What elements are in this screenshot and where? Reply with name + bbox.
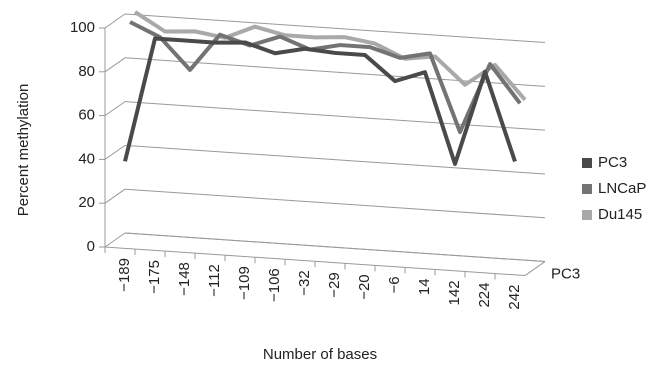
- x-tick-label: −189: [116, 258, 133, 292]
- grid-line: [104, 13, 126, 29]
- x-tick-label: −175: [146, 260, 163, 294]
- x-tick-label: −112: [206, 264, 223, 297]
- y-tick-label: 60: [78, 107, 95, 124]
- legend-swatch: [582, 210, 592, 220]
- legend-label: Du145: [598, 206, 642, 223]
- grid-line: [124, 13, 546, 44]
- x-tick-label: −148: [176, 262, 193, 296]
- depth-label: PC3: [551, 266, 580, 283]
- legend-swatch: [582, 158, 592, 168]
- grid-line: [124, 144, 546, 175]
- grid-line: [104, 232, 126, 248]
- grid-line: [124, 188, 546, 219]
- grid-line: [104, 188, 126, 204]
- floor-edge: [124, 232, 546, 263]
- x-tick-label: 242: [506, 285, 523, 310]
- y-tick-label: 40: [78, 150, 95, 167]
- series-line: [123, 36, 517, 167]
- legend-label: LNCaP: [598, 180, 646, 197]
- grid-line: [104, 57, 126, 73]
- y-tick-label: 0: [87, 238, 95, 255]
- x-tick-label: −109: [236, 266, 253, 300]
- floor-edge: [524, 261, 546, 276]
- grid-line: [104, 144, 126, 160]
- y-axis-title: Percent methylation: [15, 84, 32, 217]
- legend-label: PC3: [598, 154, 627, 171]
- y-tick-label: 80: [78, 63, 95, 80]
- x-tick-label: 224: [476, 283, 493, 308]
- x-tick-label: −32: [296, 270, 313, 295]
- x-tick-label: 142: [446, 280, 463, 305]
- x-tick-label: −106: [266, 268, 283, 302]
- series-line: [133, 10, 527, 102]
- x-tick-label: −6: [386, 276, 403, 293]
- legend-swatch: [582, 184, 592, 194]
- x-tick-label: −29: [326, 272, 343, 297]
- series-line: [129, 20, 522, 135]
- y-tick-label: 100: [70, 19, 95, 36]
- x-tick-label: 14: [416, 278, 433, 295]
- x-tick-label: −20: [356, 274, 373, 299]
- y-tick-label: 20: [78, 194, 95, 211]
- x-axis-title: Number of bases: [263, 346, 377, 363]
- grid-line: [124, 101, 546, 131]
- grid-line: [104, 101, 126, 117]
